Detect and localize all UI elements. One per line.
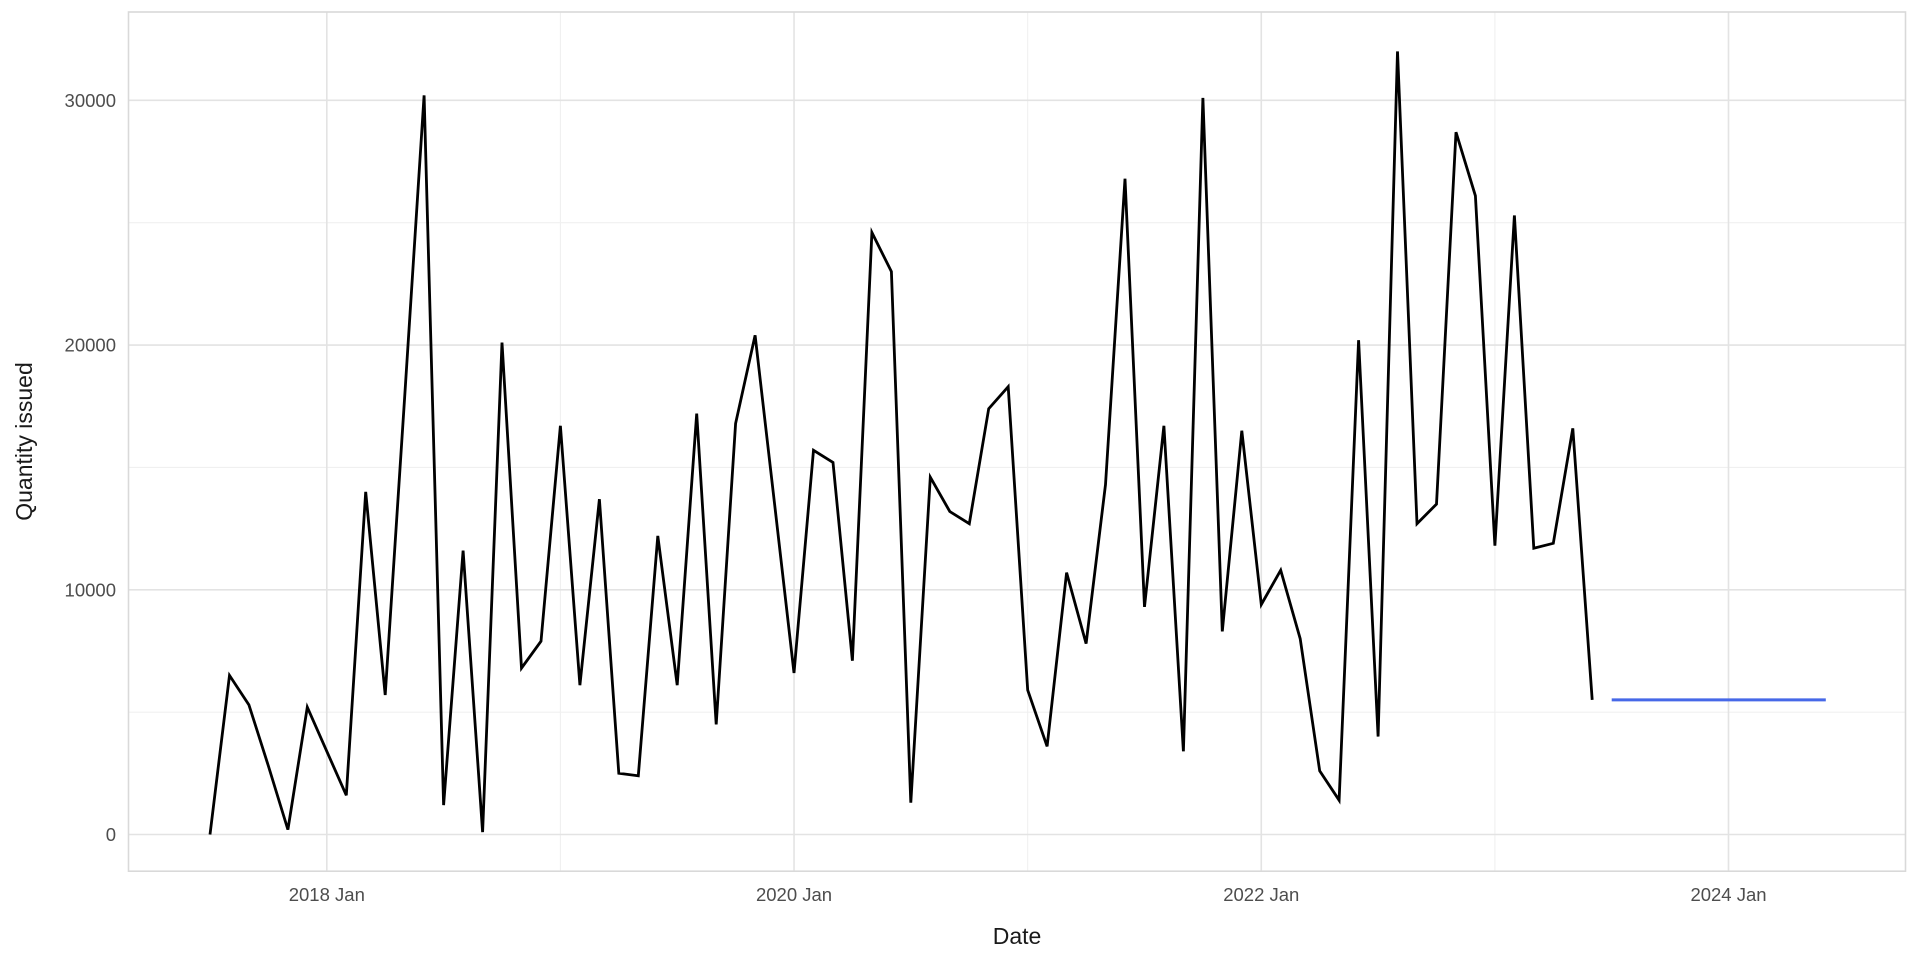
y-tick-label: 30000: [65, 90, 116, 111]
plot-area: 0 10000 20000 30000 2018 Jan 2020 Jan 2022 Jan…: [65, 11, 1907, 905]
y-tick-label: 10000: [65, 579, 116, 600]
panel-border: [127, 11, 1907, 873]
x-tick-label: 2018 Jan: [289, 884, 365, 905]
y-tick-label: 20000: [65, 335, 116, 356]
x-tick-label: 2022 Jan: [1223, 884, 1299, 905]
x-tick-label: 2020 Jan: [756, 884, 832, 905]
x-axis-title: Date: [993, 923, 1042, 949]
observed-series-line: [208, 51, 1594, 835]
y-tick-label: 0: [106, 824, 116, 845]
x-tick-label: 2024 Jan: [1690, 884, 1766, 905]
y-axis-title: Quantity issued: [11, 362, 37, 521]
